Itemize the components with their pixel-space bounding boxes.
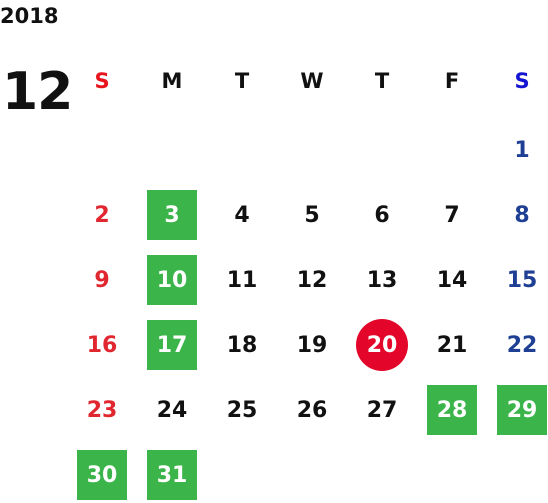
weekday-fri: F	[444, 69, 460, 93]
day-cell[interactable]: 21	[436, 332, 468, 358]
day-cell[interactable]: 28	[427, 385, 477, 435]
day-cell[interactable]: 7	[444, 202, 460, 228]
day-cell[interactable]: 6	[374, 202, 390, 228]
weekday-sat: S	[514, 69, 530, 93]
day-cell[interactable]: 13	[366, 267, 398, 293]
day-cell[interactable]: 8	[514, 202, 530, 228]
day-cell[interactable]: 14	[436, 267, 468, 293]
day-cell[interactable]: 30	[77, 450, 127, 500]
weekday-tue: T	[234, 69, 250, 93]
day-cell[interactable]: 23	[86, 397, 118, 423]
day-cell[interactable]: 2	[94, 202, 110, 228]
weekday-mon: M	[161, 69, 183, 93]
day-cell[interactable]: 22	[506, 332, 538, 358]
day-cell[interactable]: 18	[226, 332, 258, 358]
day-cell[interactable]: 19	[296, 332, 328, 358]
day-cell[interactable]: 26	[296, 397, 328, 423]
day-cell[interactable]: 29	[497, 385, 547, 435]
day-cell[interactable]: 4	[234, 202, 250, 228]
day-cell[interactable]: 3	[147, 190, 197, 240]
day-cell[interactable]: 12	[296, 267, 328, 293]
day-cell[interactable]: 16	[86, 332, 118, 358]
day-cell[interactable]: 1	[514, 137, 530, 163]
day-cell[interactable]: 11	[226, 267, 258, 293]
day-cell[interactable]: 24	[156, 397, 188, 423]
today-day-cell[interactable]: 20	[356, 319, 408, 371]
day-cell[interactable]: 9	[94, 267, 110, 293]
day-cell[interactable]: 10	[147, 255, 197, 305]
weekday-thu: T	[374, 69, 390, 93]
weekday-sun: S	[94, 69, 110, 93]
day-cell[interactable]: 17	[147, 320, 197, 370]
day-cell[interactable]: 27	[366, 397, 398, 423]
day-cell[interactable]: 25	[226, 397, 258, 423]
day-cell[interactable]: 31	[147, 450, 197, 500]
day-cell[interactable]: 5	[304, 202, 320, 228]
day-cell[interactable]: 15	[506, 267, 538, 293]
weekday-wed: W	[300, 69, 324, 93]
month-number: 12	[2, 62, 73, 122]
year-label: 2018	[0, 4, 59, 28]
